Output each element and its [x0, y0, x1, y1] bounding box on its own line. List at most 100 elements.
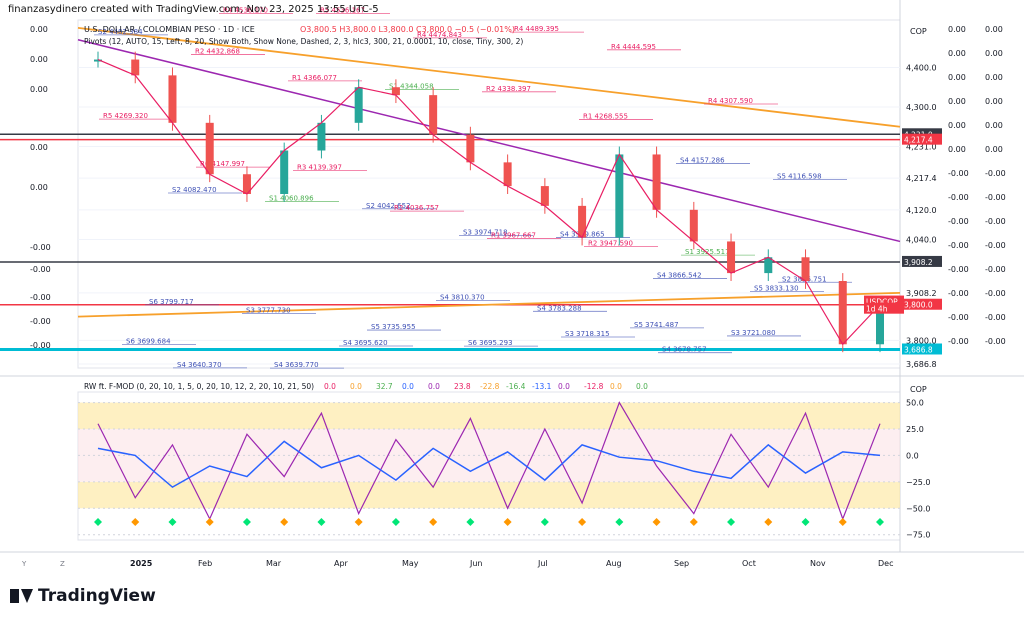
pivot-label: R5 4269.320 [103, 112, 148, 120]
pivot-label: S3 3777.730 [246, 307, 291, 315]
brand-name: TradingView [38, 586, 156, 606]
candle-body [801, 257, 810, 281]
time-axis-label: Aug [606, 559, 622, 568]
osc-signal-marker [578, 518, 587, 526]
right-scale-label-2: 0.00 [985, 121, 1003, 130]
price-series-line [97, 58, 881, 346]
price-highlight-text: USDCOP [866, 298, 898, 307]
pivot-label: S4 3639.770 [274, 361, 319, 369]
brand-logo: TradingView [10, 586, 156, 606]
right-scale-label: -0.00 [948, 289, 969, 298]
osc-axis-tick: 25.0 [906, 425, 924, 434]
pivot-label: S5 3833.130 [754, 285, 799, 293]
pivot-label: R2 3947.590 [588, 239, 633, 247]
candle-body [689, 209, 698, 242]
time-axis-label: Jul [537, 559, 548, 568]
right-scale-label: -0.00 [948, 217, 969, 226]
price-axis-tick: 4,300.0 [906, 103, 937, 112]
osc-signal-marker [876, 518, 884, 526]
osc-signal-marker [205, 518, 214, 526]
osc-axis-tick: 0.0 [906, 451, 919, 460]
candle-body [615, 154, 624, 238]
candle-body [317, 122, 326, 151]
pivot-label: R1 4366.077 [292, 74, 337, 82]
price-axis-tick: 4,040.0 [906, 235, 937, 244]
pivot-label: R4 4474.843 [417, 31, 462, 39]
candle-body [168, 75, 177, 123]
candle-body [540, 186, 549, 206]
right-scale-label: 0.00 [948, 73, 966, 82]
right-scale-label-2: 0.00 [985, 97, 1003, 106]
right-scale-label: -0.00 [948, 193, 969, 202]
osc-signal-marker [838, 518, 847, 526]
candle-body [838, 281, 847, 345]
osc-signal-marker [391, 518, 400, 526]
osc-signal-marker [354, 518, 363, 526]
candle-body [764, 257, 773, 274]
price-highlight-tag [902, 133, 942, 145]
left-scale-label: -0.00 [30, 341, 51, 350]
right-scale-label: -0.00 [948, 169, 969, 178]
oscillator-value: -12.8 [584, 382, 604, 391]
osc-axis-tick: 50.0 [906, 399, 924, 408]
right-scale-label-2: 0.00 [985, 25, 1003, 34]
oscillator-value: 0.0 [402, 382, 414, 391]
oscillator-value: -22.8 [480, 382, 500, 391]
pivot-label: R3 4139.397 [297, 164, 342, 172]
pivot-label: S2 4042.652 [366, 202, 411, 210]
osc-signal-marker [689, 518, 698, 526]
pivot-label: S1 4344.058 [389, 83, 434, 91]
candle-body [391, 87, 400, 96]
pivots-settings: Pivots (12, AUTO, 15, Left, 8, 20, Show … [84, 37, 523, 46]
pivot-label: R4 4489.395 [514, 25, 559, 33]
price-axis-tick: 4,400.0 [906, 63, 937, 72]
right-scale-label-2: -0.00 [985, 265, 1006, 274]
pivot-label: R4 4307.590 [708, 97, 753, 105]
pivot-label: R2 4432.868 [195, 47, 240, 55]
right-scale-label-2: 0.00 [985, 73, 1003, 82]
pivot-label: R4 4444.595 [611, 43, 656, 51]
right-scale-label: -0.00 [948, 313, 969, 322]
pivot-label: S4 3866.542 [657, 271, 702, 279]
pivot-label: S6 3695.293 [468, 339, 513, 347]
oscillator-value: 0.0 [636, 382, 648, 391]
oscillator-title: RW ft. F-MOD (0, 20, 10, 1, 5, 0, 20, 10… [84, 382, 314, 391]
osc-axis-tick: −50.0 [906, 504, 931, 513]
time-axis-label: Dec [878, 559, 893, 568]
pivot-label: S4 4157.286 [680, 156, 725, 164]
oscillator-value: -16.4 [506, 382, 526, 391]
price-highlight-text: 3,908.2 [904, 258, 933, 267]
right-scale-label-2: -0.00 [985, 241, 1006, 250]
right-scale-label-2: -0.00 [985, 193, 1006, 202]
oscillator-value: 0.0 [428, 382, 440, 391]
osc-lower-band [78, 481, 900, 509]
candle-body [205, 122, 214, 175]
candle-body [652, 154, 661, 210]
pivot-label: S4 3783.288 [537, 304, 582, 312]
pivot-label: S4 3640.370 [177, 361, 222, 369]
pivot-label: R1 3967.667 [491, 231, 536, 239]
left-scale-label: -0.00 [30, 243, 51, 252]
left-scale-label: 0.00 [30, 55, 48, 64]
candle-body [354, 87, 363, 123]
time-axis-label: Nov [810, 559, 826, 568]
osc-signal-marker [615, 518, 624, 526]
time-axis-label: 2025 [130, 559, 153, 568]
pivot-label: S4 3810.370 [440, 294, 485, 302]
left-scale-label: 0.00 [30, 25, 48, 34]
pivot-label: S4 3695.620 [343, 339, 388, 347]
ohlc-readout: O3,800.5 H3,800.0 L3,800.0 C3,800.0 −0.5… [300, 25, 515, 34]
pivot-label: R2 4338.397 [486, 85, 531, 93]
candle-body [466, 134, 475, 163]
pivot-label: R2 4036.757 [394, 204, 439, 212]
pivot-label: S5 3741.487 [634, 321, 679, 329]
osc-signal-marker [317, 518, 326, 526]
pivot-label: R4 4536.170 [223, 7, 268, 15]
osc-axis-tick: −25.0 [906, 478, 931, 487]
osc-signal-marker [801, 518, 810, 526]
pivot-label: S3 3974.718 [463, 229, 508, 237]
right-scale-label: 0.00 [948, 25, 966, 34]
trendline-orange-upper [77, 27, 901, 128]
candle-body [503, 162, 512, 187]
